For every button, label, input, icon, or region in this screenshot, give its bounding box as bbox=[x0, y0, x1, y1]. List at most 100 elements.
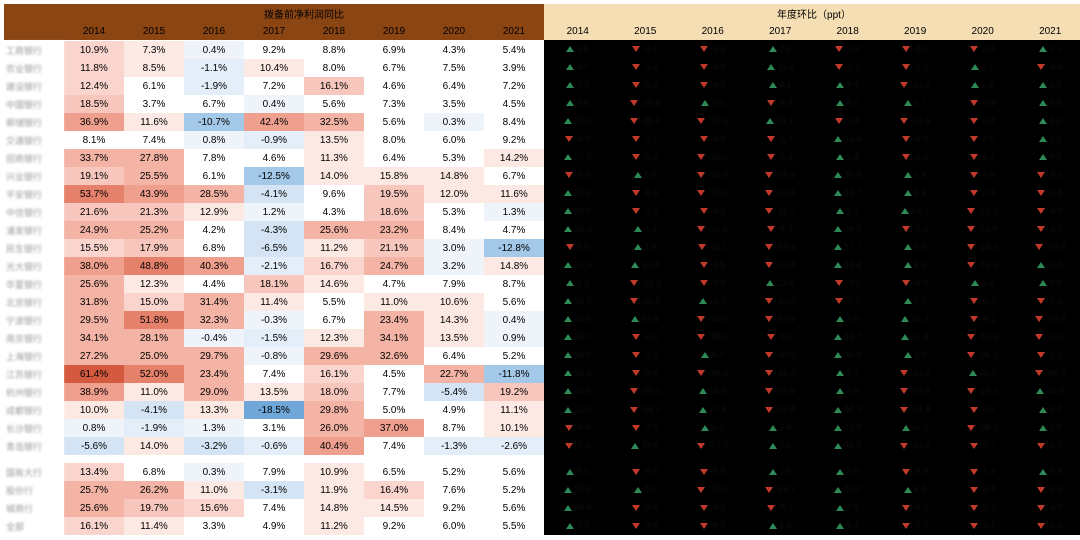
delta-value: -3.2 bbox=[980, 520, 996, 530]
value-cell: 29.7% bbox=[184, 347, 244, 365]
delta-cell: 13.8 bbox=[746, 274, 813, 292]
triangle-up-icon bbox=[834, 407, 842, 413]
table-row: 民生银行15.5%17.9%6.8%-6.5%11.2%21.1%3.0%-12… bbox=[4, 239, 544, 257]
delta-cell: 4.7 bbox=[544, 58, 611, 76]
delta-value: -0.4 bbox=[980, 296, 996, 306]
triangle-down-icon bbox=[900, 407, 908, 413]
delta-cell: -4.4 bbox=[881, 463, 948, 481]
delta-cell: 18.0 bbox=[679, 383, 746, 401]
value-cell: 5.3% bbox=[424, 203, 484, 221]
value-cell: -5.4% bbox=[424, 383, 484, 401]
delta-cell: -0.4 bbox=[814, 40, 881, 58]
value-cell: 32.5% bbox=[304, 113, 364, 131]
triangle-up-icon bbox=[1039, 425, 1047, 431]
triangle-up-icon bbox=[834, 172, 842, 178]
value-cell: 16.1% bbox=[64, 517, 124, 535]
value-cell: 6.4% bbox=[424, 77, 484, 95]
delta-value: 5.1 bbox=[576, 466, 589, 476]
table-row: 18.8-5.9-4.2-8.27.4-0.3-5.3-3.5 bbox=[544, 499, 1080, 517]
delta-cell: -6.0 bbox=[611, 329, 678, 347]
triangle-up-icon bbox=[701, 425, 709, 431]
value-cell: 26.0% bbox=[304, 419, 364, 437]
delta-value: -9.9 bbox=[845, 116, 861, 126]
delta-cell: -20.0 bbox=[746, 292, 813, 310]
triangle-down-icon bbox=[970, 190, 978, 196]
delta-cell: -7.5 bbox=[949, 184, 1016, 202]
delta-cell: 7.9 bbox=[544, 517, 611, 535]
triangle-up-icon bbox=[769, 46, 777, 52]
delta-value: 18.8 bbox=[574, 502, 592, 512]
delta-value: 8.0 bbox=[1049, 116, 1062, 126]
delta-cell: 1.8 bbox=[746, 419, 813, 437]
delta-value: 3.0 bbox=[711, 98, 724, 108]
delta-cell: 5.5 bbox=[881, 292, 948, 310]
delta-cell: 15.6 bbox=[544, 481, 611, 499]
value-cell: 8.4% bbox=[484, 113, 544, 131]
triangle-down-icon bbox=[970, 487, 978, 493]
delta-value: -8.3 bbox=[710, 206, 726, 216]
delta-value: -2.5 bbox=[845, 62, 861, 72]
delta-value: 16.7 bbox=[911, 314, 929, 324]
value-cell: 7.4% bbox=[244, 365, 304, 383]
value-cell: 40.4% bbox=[304, 437, 364, 455]
table-row: 长沙银行0.8%-1.9%1.3%3.1%26.0%37.0%8.7%10.1% bbox=[4, 419, 544, 437]
triangle-down-icon bbox=[632, 208, 640, 214]
value-cell: 4.6% bbox=[244, 149, 304, 167]
delta-cell: -6.9 bbox=[679, 40, 746, 58]
triangle-up-icon bbox=[564, 407, 572, 413]
row-label: 建设银行 bbox=[4, 77, 64, 95]
value-cell: 29.6% bbox=[304, 347, 364, 365]
table-row: 浦发银行24.9%25.2%4.2%-4.3%25.6%23.2%8.4%4.7… bbox=[4, 221, 544, 239]
triangle-up-icon bbox=[834, 226, 842, 232]
value-cell: 6.1% bbox=[184, 167, 244, 185]
value-cell: 14.8% bbox=[484, 257, 544, 275]
delta-value: -8.7 bbox=[980, 440, 996, 450]
triangle-up-icon bbox=[699, 407, 707, 413]
triangle-down-icon bbox=[1035, 334, 1043, 340]
triangle-down-icon bbox=[970, 154, 978, 160]
triangle-up-icon bbox=[904, 298, 912, 304]
delta-value: -34.5 bbox=[1045, 368, 1066, 378]
triangle-up-icon bbox=[769, 82, 777, 88]
table-row: 交通银行8.1%7.4%0.8%-0.9%13.5%8.0%6.0%9.2% bbox=[4, 131, 544, 149]
delta-cell: 6.8 bbox=[814, 148, 881, 166]
value-cell: 4.4% bbox=[184, 275, 244, 293]
delta-cell: -9.6 bbox=[679, 58, 746, 76]
delta-cell: -5.0 bbox=[1016, 292, 1080, 310]
triangle-up-icon bbox=[1039, 469, 1047, 475]
value-cell: 8.0% bbox=[304, 59, 364, 77]
value-cell: 18.0% bbox=[304, 383, 364, 401]
value-cell: 22.7% bbox=[424, 365, 484, 383]
delta-cell: -2.5 bbox=[814, 58, 881, 76]
delta-value: -5.9 bbox=[642, 152, 658, 162]
delta-cell: 5.2 bbox=[814, 94, 881, 112]
triangle-down-icon bbox=[835, 298, 843, 304]
delta-cell: 5.1 bbox=[544, 463, 611, 481]
delta-cell: 1.1 bbox=[1016, 40, 1080, 58]
value-cell: 13.5% bbox=[304, 131, 364, 149]
delta-value: -4.6 bbox=[642, 520, 658, 530]
value-cell: 0.3% bbox=[184, 463, 244, 481]
delta-value: -5.9 bbox=[845, 296, 861, 306]
triangle-down-icon bbox=[697, 118, 705, 124]
delta-value: -6.9 bbox=[710, 44, 726, 54]
delta-value: 18.2 bbox=[979, 368, 997, 378]
delta-cell: -9.9 bbox=[814, 112, 881, 130]
delta-value: 3.0 bbox=[914, 350, 927, 360]
triangle-down-icon bbox=[765, 172, 773, 178]
delta-value: -21.0 bbox=[707, 224, 728, 234]
delta-value: 30.7 bbox=[574, 332, 592, 342]
delta-cell: -42.4 bbox=[746, 256, 813, 274]
value-cell: 25.6% bbox=[304, 221, 364, 239]
delta-cell: 7.0 bbox=[814, 310, 881, 328]
year-header: 2019 bbox=[364, 22, 424, 41]
delta-value: 9.1 bbox=[779, 80, 792, 90]
delta-value: -0.6 bbox=[1047, 520, 1063, 530]
triangle-up-icon bbox=[566, 523, 574, 529]
triangle-down-icon bbox=[632, 154, 640, 160]
triangle-up-icon bbox=[836, 208, 844, 214]
triangle-up-icon bbox=[836, 388, 844, 394]
delta-cell: -4.0 bbox=[1016, 202, 1080, 220]
triangle-down-icon bbox=[765, 388, 773, 394]
value-cell: 16.4% bbox=[364, 481, 424, 499]
